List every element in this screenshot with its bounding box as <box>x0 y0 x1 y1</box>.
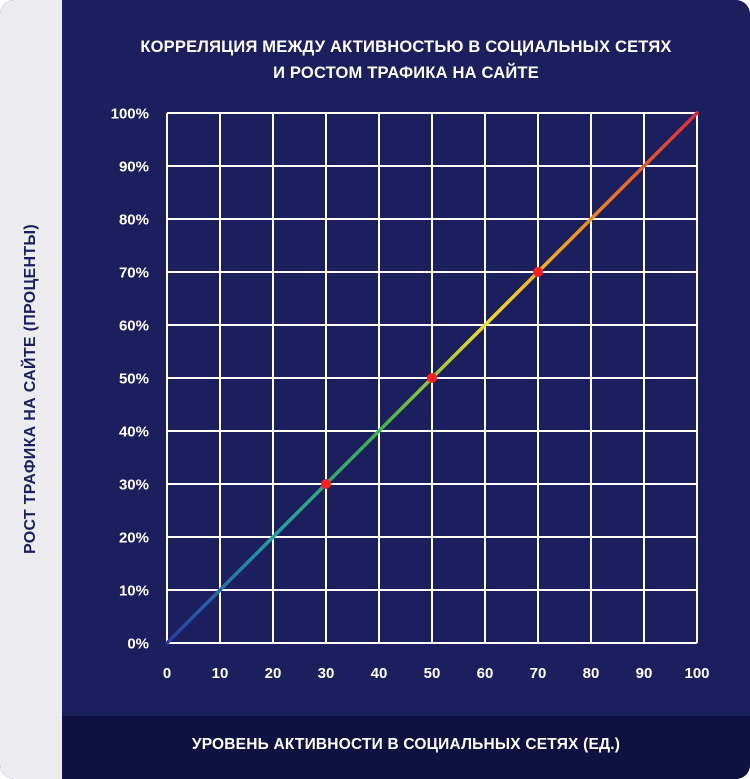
y-tick-label: 40% <box>119 424 149 441</box>
y-tick-label: 90% <box>119 159 149 176</box>
x-axis-title: УРОВЕНЬ АКТИВНОСТИ В СОЦИАЛЬНЫХ СЕТЯХ (Е… <box>191 736 621 753</box>
y-tick-label: 50% <box>119 371 149 388</box>
x-tick-label: 10 <box>212 665 229 682</box>
x-tick-label: 90 <box>636 665 653 682</box>
x-tick-label: 30 <box>318 665 335 682</box>
chart-title-line-1: КОРРЕЛЯЦИЯ МЕЖДУ АКТИВНОСТЬЮ В СОЦИАЛЬНЫ… <box>140 38 672 56</box>
y-axis-title: РОСТ ТРАФИКА НА САЙТЕ (ПРОЦЕНТЫ) <box>22 223 39 555</box>
data-point <box>427 373 437 383</box>
x-axis-label-band <box>62 716 750 779</box>
x-tick-labels: 0 10 20 30 40 50 60 70 80 90 100 <box>163 665 710 682</box>
x-tick-label: 0 <box>163 665 171 682</box>
data-point <box>321 479 331 489</box>
x-tick-label: 40 <box>371 665 388 682</box>
y-axis-label-strip <box>0 0 62 779</box>
y-tick-label: 70% <box>119 265 149 282</box>
y-tick-label: 30% <box>119 477 149 494</box>
y-tick-label: 20% <box>119 530 149 547</box>
data-series <box>165 111 699 645</box>
y-tick-label: 60% <box>119 318 149 335</box>
x-tick-label: 80 <box>583 665 600 682</box>
y-tick-labels: 0% 10% 20% 30% 40% 50% 60% 70% 80% 90% 100% <box>111 106 149 653</box>
chart-title-line-2: И РОСТОМ ТРАФИКА НА САЙТЕ <box>273 64 539 82</box>
x-tick-label: 70 <box>530 665 547 682</box>
x-tick-label: 20 <box>265 665 282 682</box>
y-tick-label: 100% <box>111 106 149 123</box>
y-tick-label: 10% <box>119 583 149 600</box>
y-tick-label: 0% <box>127 636 149 653</box>
y-tick-label: 80% <box>119 212 149 229</box>
grid-lines <box>166 112 698 644</box>
data-point <box>533 267 543 277</box>
chart-title: КОРРЕЛЯЦИЯ МЕЖДУ АКТИВНОСТЬЮ В СОЦИАЛЬНЫ… <box>62 34 750 86</box>
x-tick-label: 100 <box>684 665 709 682</box>
x-tick-label: 60 <box>477 665 494 682</box>
x-tick-label: 50 <box>424 665 441 682</box>
